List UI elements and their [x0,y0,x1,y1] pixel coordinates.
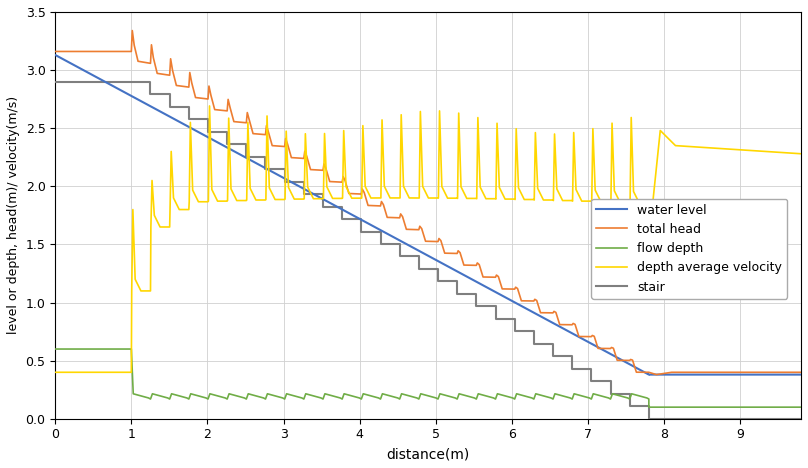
X-axis label: distance(m): distance(m) [386,447,469,461]
Y-axis label: level or depth, head(m)/ velocity(m/s): level or depth, head(m)/ velocity(m/s) [7,96,20,335]
Legend: water level, total head, flow depth, depth average velocity, stair: water level, total head, flow depth, dep… [591,198,787,299]
